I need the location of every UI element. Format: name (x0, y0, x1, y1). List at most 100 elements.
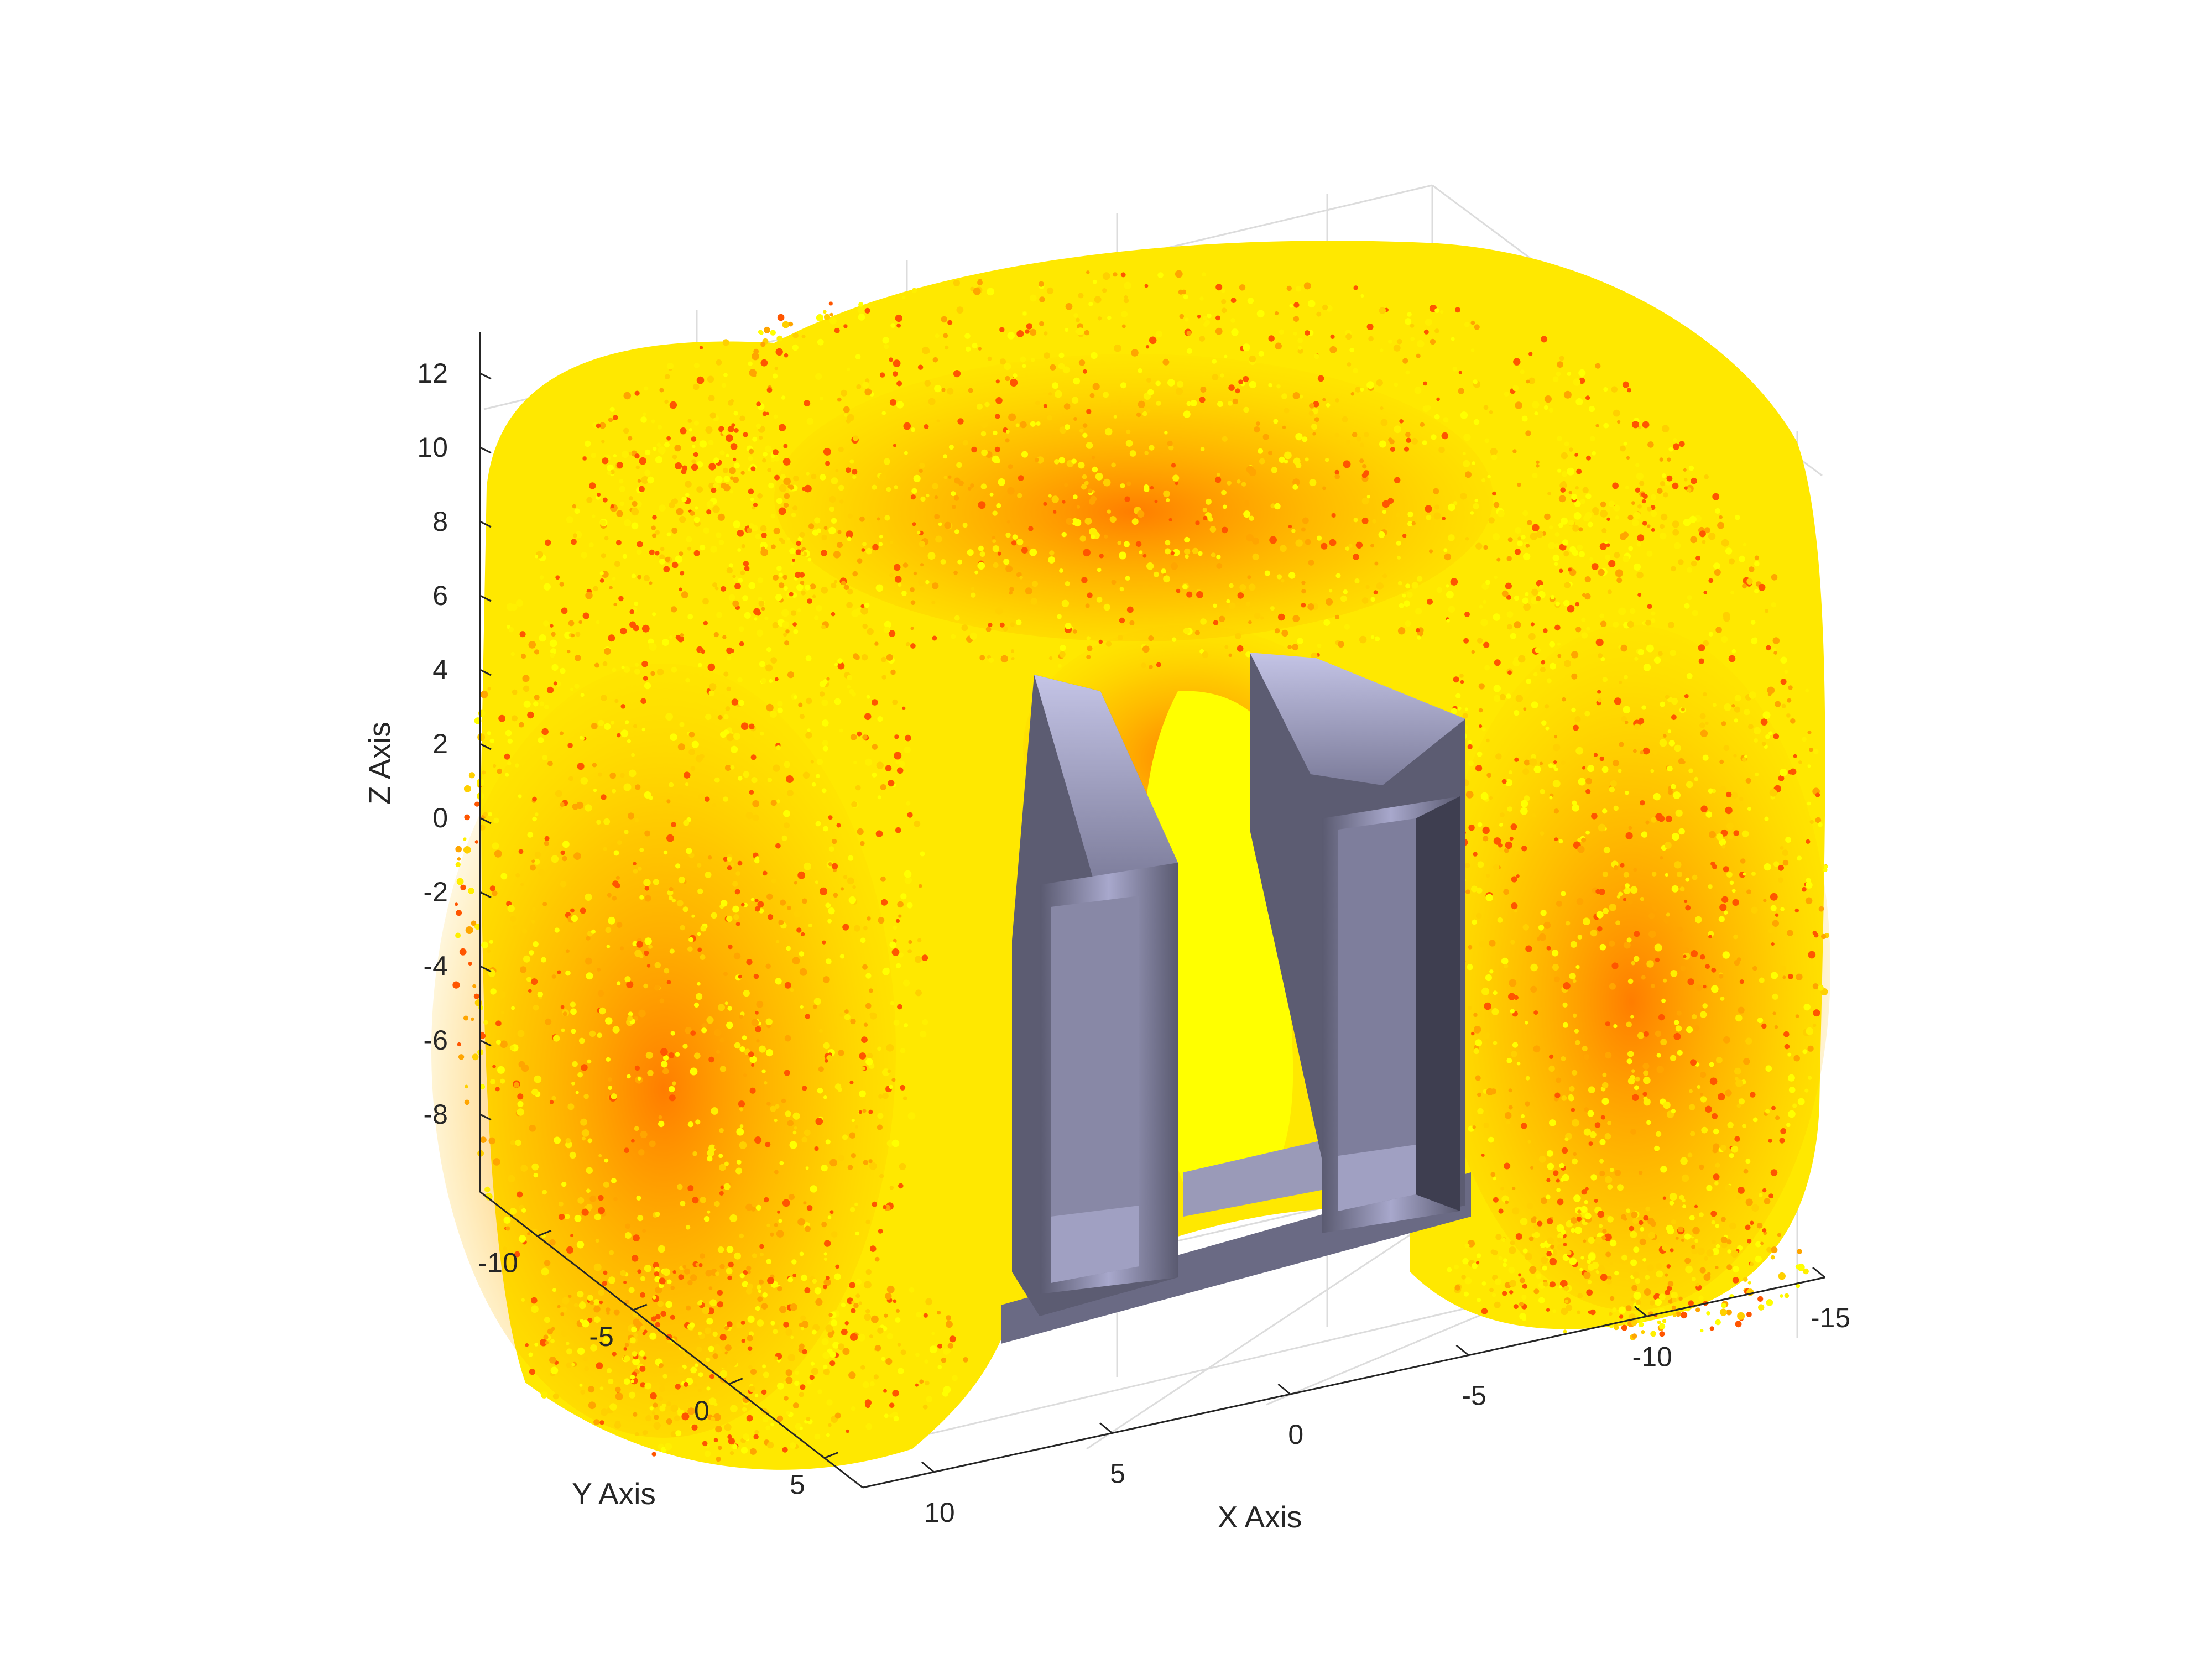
particle-point (973, 287, 981, 295)
particle-point (594, 1213, 601, 1220)
particle-point (1618, 891, 1623, 896)
particle-point (1460, 493, 1467, 500)
particle-point (1378, 531, 1385, 538)
particle-point (1208, 517, 1213, 522)
particle-point (852, 474, 857, 479)
particle-point (585, 893, 592, 901)
particle-point (1506, 556, 1512, 561)
particle-point (1577, 1209, 1582, 1214)
particle-point (1488, 517, 1495, 524)
particle-point (821, 1222, 827, 1228)
particle-point (586, 1167, 593, 1174)
particle-point (877, 1124, 883, 1130)
particle-point (1745, 1224, 1751, 1230)
particle-point (1765, 734, 1770, 739)
particle-point (726, 647, 733, 654)
particle-point (1091, 534, 1095, 539)
particle-point (616, 922, 623, 928)
particle-point (639, 895, 644, 900)
particle-point (747, 527, 752, 533)
particle-point (632, 500, 638, 507)
particle-point (783, 1322, 789, 1328)
particle-point (750, 497, 754, 502)
particle-point (616, 540, 622, 546)
particle-point (1678, 559, 1684, 565)
particle-point (1411, 521, 1416, 526)
particle-point (1546, 1218, 1553, 1225)
particle-point (666, 980, 671, 985)
particle-point (1643, 664, 1651, 671)
particle-point (1185, 554, 1189, 559)
particle-point (1597, 926, 1603, 932)
particle-point (1293, 316, 1300, 322)
particle-point (757, 1319, 764, 1327)
particle-point (534, 1342, 539, 1347)
particle-point (792, 332, 799, 339)
particle-point (1666, 912, 1670, 917)
particle-point (662, 1055, 669, 1061)
particle-point (1282, 425, 1286, 430)
particle-point (713, 457, 719, 463)
particle-point (792, 344, 799, 351)
particle-point (1667, 622, 1674, 629)
particle-point (1525, 544, 1530, 548)
particle-point (1774, 1025, 1778, 1029)
particle-point (1663, 1101, 1671, 1109)
particle-point (1671, 697, 1678, 705)
particle-point (730, 476, 734, 480)
particle-point (882, 968, 890, 975)
particle-point (1503, 1262, 1507, 1267)
particle-point (889, 1186, 894, 1190)
particle-point (1542, 1265, 1547, 1271)
particle-point (1140, 662, 1146, 669)
particle-point (663, 850, 668, 855)
particle-point (1793, 754, 1797, 758)
particle-point (891, 1078, 896, 1082)
particle-point (1775, 913, 1779, 917)
particle-point (786, 1411, 790, 1415)
particle-point (605, 1307, 611, 1312)
particle-point (695, 506, 698, 510)
particle-point (1706, 1249, 1714, 1257)
particle-point (667, 1340, 671, 1344)
particle-point (798, 702, 803, 707)
particle-point (799, 531, 805, 538)
particle-point (606, 945, 611, 948)
particle-point (1687, 487, 1692, 492)
particle-point (1687, 978, 1694, 985)
particle-point (1769, 789, 1777, 797)
particle-point (1436, 397, 1440, 401)
particle-point (1779, 769, 1787, 776)
particle-point (472, 1053, 479, 1061)
particle-point (1317, 535, 1322, 541)
particle-point (894, 564, 901, 571)
particle-point (559, 582, 564, 587)
particle-point (598, 1289, 605, 1296)
particle-point (1168, 518, 1172, 521)
particle-point (1627, 978, 1634, 984)
particle-point (565, 949, 570, 953)
particle-point (490, 988, 497, 995)
particle-point (697, 947, 702, 952)
particle-point (1087, 645, 1093, 651)
particle-point (633, 1333, 638, 1338)
particle-point (1554, 837, 1558, 841)
particle-point (1773, 651, 1778, 655)
particle-point (935, 535, 942, 543)
particle-point (1472, 1125, 1476, 1129)
particle-point (1770, 893, 1778, 901)
particle-point (961, 624, 968, 632)
particle-point (805, 732, 812, 739)
particle-point (565, 1138, 571, 1144)
particle-point (980, 421, 988, 429)
particle-point (1496, 557, 1501, 562)
particle-point (1216, 555, 1221, 560)
particle-point (858, 314, 865, 321)
particle-point (1609, 940, 1615, 947)
particle-point (717, 1290, 723, 1296)
particle-point (1512, 1207, 1520, 1215)
particle-point (637, 1269, 642, 1274)
particle-point (1340, 595, 1347, 602)
particle-point (996, 503, 1001, 508)
particle-point (568, 620, 575, 627)
